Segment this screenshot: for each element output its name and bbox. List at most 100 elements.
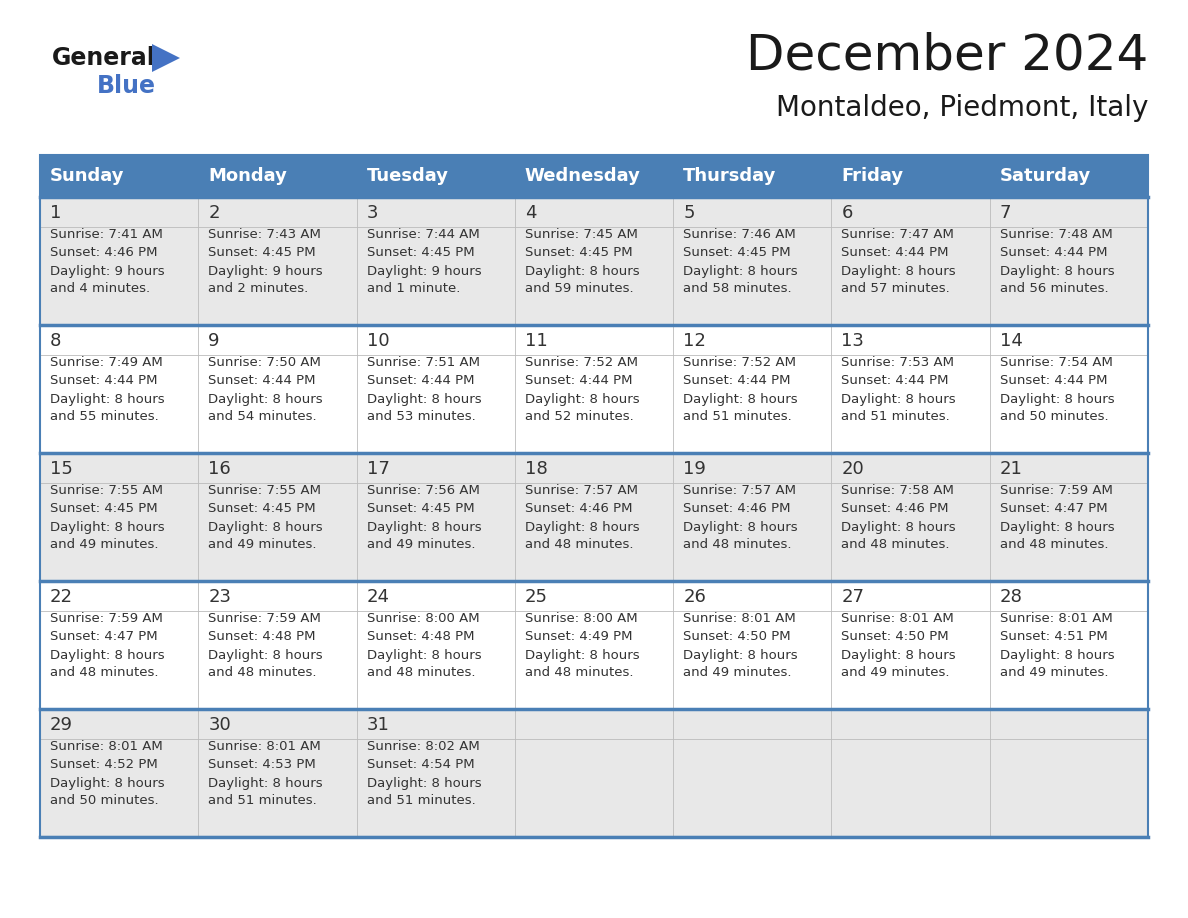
- Text: and 48 minutes.: and 48 minutes.: [525, 666, 633, 679]
- Text: and 1 minute.: and 1 minute.: [367, 283, 460, 296]
- Text: and 50 minutes.: and 50 minutes.: [50, 794, 159, 808]
- Text: Sunrise: 7:59 AM: Sunrise: 7:59 AM: [208, 612, 321, 625]
- Text: 9: 9: [208, 332, 220, 350]
- Text: Sunrise: 7:43 AM: Sunrise: 7:43 AM: [208, 229, 321, 241]
- Polygon shape: [152, 44, 181, 72]
- Text: Sunrise: 7:57 AM: Sunrise: 7:57 AM: [525, 485, 638, 498]
- Text: Sunset: 4:45 PM: Sunset: 4:45 PM: [50, 502, 158, 516]
- Text: and 51 minutes.: and 51 minutes.: [208, 794, 317, 808]
- Text: Daylight: 8 hours: Daylight: 8 hours: [683, 393, 798, 406]
- Text: and 49 minutes.: and 49 minutes.: [367, 539, 475, 552]
- Text: Sunset: 4:47 PM: Sunset: 4:47 PM: [50, 631, 158, 644]
- Text: 29: 29: [50, 716, 72, 734]
- Text: 6: 6: [841, 204, 853, 222]
- Text: Daylight: 8 hours: Daylight: 8 hours: [683, 521, 798, 533]
- Text: Daylight: 8 hours: Daylight: 8 hours: [1000, 393, 1114, 406]
- Text: General: General: [52, 46, 156, 70]
- Text: 17: 17: [367, 460, 390, 478]
- Text: Sunset: 4:45 PM: Sunset: 4:45 PM: [367, 247, 474, 260]
- Text: Daylight: 8 hours: Daylight: 8 hours: [525, 264, 639, 277]
- Text: Sunset: 4:45 PM: Sunset: 4:45 PM: [683, 247, 791, 260]
- Text: Sunset: 4:46 PM: Sunset: 4:46 PM: [683, 502, 791, 516]
- Text: Daylight: 8 hours: Daylight: 8 hours: [50, 393, 165, 406]
- Text: Sunset: 4:44 PM: Sunset: 4:44 PM: [841, 247, 949, 260]
- Text: Sunrise: 8:02 AM: Sunrise: 8:02 AM: [367, 741, 479, 754]
- Text: Sunrise: 7:56 AM: Sunrise: 7:56 AM: [367, 485, 480, 498]
- Text: Daylight: 8 hours: Daylight: 8 hours: [683, 264, 798, 277]
- Text: 8: 8: [50, 332, 62, 350]
- Text: and 57 minutes.: and 57 minutes.: [841, 283, 950, 296]
- Text: 15: 15: [50, 460, 72, 478]
- Text: and 48 minutes.: and 48 minutes.: [50, 666, 158, 679]
- Text: 18: 18: [525, 460, 548, 478]
- Text: 31: 31: [367, 716, 390, 734]
- Text: Sunrise: 7:59 AM: Sunrise: 7:59 AM: [1000, 485, 1113, 498]
- Text: Sunset: 4:44 PM: Sunset: 4:44 PM: [525, 375, 632, 387]
- Text: 23: 23: [208, 588, 232, 606]
- Text: and 51 minutes.: and 51 minutes.: [683, 410, 792, 423]
- Text: Daylight: 8 hours: Daylight: 8 hours: [1000, 521, 1114, 533]
- Text: 22: 22: [50, 588, 72, 606]
- Text: Friday: Friday: [841, 167, 904, 185]
- Text: and 49 minutes.: and 49 minutes.: [1000, 666, 1108, 679]
- Text: Sunset: 4:49 PM: Sunset: 4:49 PM: [525, 631, 632, 644]
- Bar: [40, 155, 1148, 197]
- Text: and 49 minutes.: and 49 minutes.: [208, 539, 317, 552]
- Text: Daylight: 8 hours: Daylight: 8 hours: [50, 648, 165, 662]
- Text: Montaldeo, Piedmont, Italy: Montaldeo, Piedmont, Italy: [776, 94, 1148, 122]
- Text: Sunset: 4:44 PM: Sunset: 4:44 PM: [1000, 375, 1107, 387]
- Text: Daylight: 8 hours: Daylight: 8 hours: [50, 777, 165, 789]
- Text: 13: 13: [841, 332, 865, 350]
- Text: Sunrise: 7:46 AM: Sunrise: 7:46 AM: [683, 229, 796, 241]
- Text: and 52 minutes.: and 52 minutes.: [525, 410, 633, 423]
- Text: 27: 27: [841, 588, 865, 606]
- Text: 14: 14: [1000, 332, 1023, 350]
- Text: Sunset: 4:44 PM: Sunset: 4:44 PM: [1000, 247, 1107, 260]
- Text: Sunset: 4:44 PM: Sunset: 4:44 PM: [50, 375, 158, 387]
- Text: Sunrise: 8:01 AM: Sunrise: 8:01 AM: [683, 612, 796, 625]
- Text: 10: 10: [367, 332, 390, 350]
- Text: and 59 minutes.: and 59 minutes.: [525, 283, 633, 296]
- Text: Sunrise: 7:44 AM: Sunrise: 7:44 AM: [367, 229, 479, 241]
- Text: and 48 minutes.: and 48 minutes.: [841, 539, 950, 552]
- Text: Sunset: 4:45 PM: Sunset: 4:45 PM: [208, 247, 316, 260]
- Text: Sunrise: 7:55 AM: Sunrise: 7:55 AM: [208, 485, 321, 498]
- Text: Daylight: 8 hours: Daylight: 8 hours: [208, 393, 323, 406]
- Text: 26: 26: [683, 588, 706, 606]
- Text: Daylight: 8 hours: Daylight: 8 hours: [841, 393, 956, 406]
- Text: and 2 minutes.: and 2 minutes.: [208, 283, 309, 296]
- Text: 19: 19: [683, 460, 706, 478]
- Text: Thursday: Thursday: [683, 167, 777, 185]
- Text: Daylight: 9 hours: Daylight: 9 hours: [367, 264, 481, 277]
- Text: Daylight: 9 hours: Daylight: 9 hours: [50, 264, 165, 277]
- Text: Sunrise: 7:48 AM: Sunrise: 7:48 AM: [1000, 229, 1112, 241]
- Text: Daylight: 8 hours: Daylight: 8 hours: [208, 777, 323, 789]
- Text: and 55 minutes.: and 55 minutes.: [50, 410, 159, 423]
- Text: 24: 24: [367, 588, 390, 606]
- Text: Daylight: 8 hours: Daylight: 8 hours: [367, 521, 481, 533]
- Text: Sunset: 4:44 PM: Sunset: 4:44 PM: [683, 375, 791, 387]
- Text: and 48 minutes.: and 48 minutes.: [1000, 539, 1108, 552]
- Text: Blue: Blue: [97, 74, 156, 98]
- Bar: [40, 325, 1148, 453]
- Text: Daylight: 8 hours: Daylight: 8 hours: [841, 264, 956, 277]
- Bar: [40, 197, 1148, 325]
- Text: and 51 minutes.: and 51 minutes.: [367, 794, 475, 808]
- Text: Sunrise: 7:57 AM: Sunrise: 7:57 AM: [683, 485, 796, 498]
- Text: Daylight: 8 hours: Daylight: 8 hours: [525, 393, 639, 406]
- Text: December 2024: December 2024: [746, 31, 1148, 79]
- Text: Tuesday: Tuesday: [367, 167, 449, 185]
- Text: Sunset: 4:50 PM: Sunset: 4:50 PM: [683, 631, 791, 644]
- Text: Sunrise: 7:47 AM: Sunrise: 7:47 AM: [841, 229, 954, 241]
- Text: and 49 minutes.: and 49 minutes.: [841, 666, 950, 679]
- Text: 11: 11: [525, 332, 548, 350]
- Text: 7: 7: [1000, 204, 1011, 222]
- Text: Daylight: 8 hours: Daylight: 8 hours: [367, 648, 481, 662]
- Text: Daylight: 8 hours: Daylight: 8 hours: [50, 521, 165, 533]
- Text: Saturday: Saturday: [1000, 167, 1091, 185]
- Text: and 50 minutes.: and 50 minutes.: [1000, 410, 1108, 423]
- Text: Sunrise: 7:52 AM: Sunrise: 7:52 AM: [683, 356, 796, 370]
- Text: Sunset: 4:53 PM: Sunset: 4:53 PM: [208, 758, 316, 771]
- Text: Daylight: 8 hours: Daylight: 8 hours: [841, 521, 956, 533]
- Text: 16: 16: [208, 460, 230, 478]
